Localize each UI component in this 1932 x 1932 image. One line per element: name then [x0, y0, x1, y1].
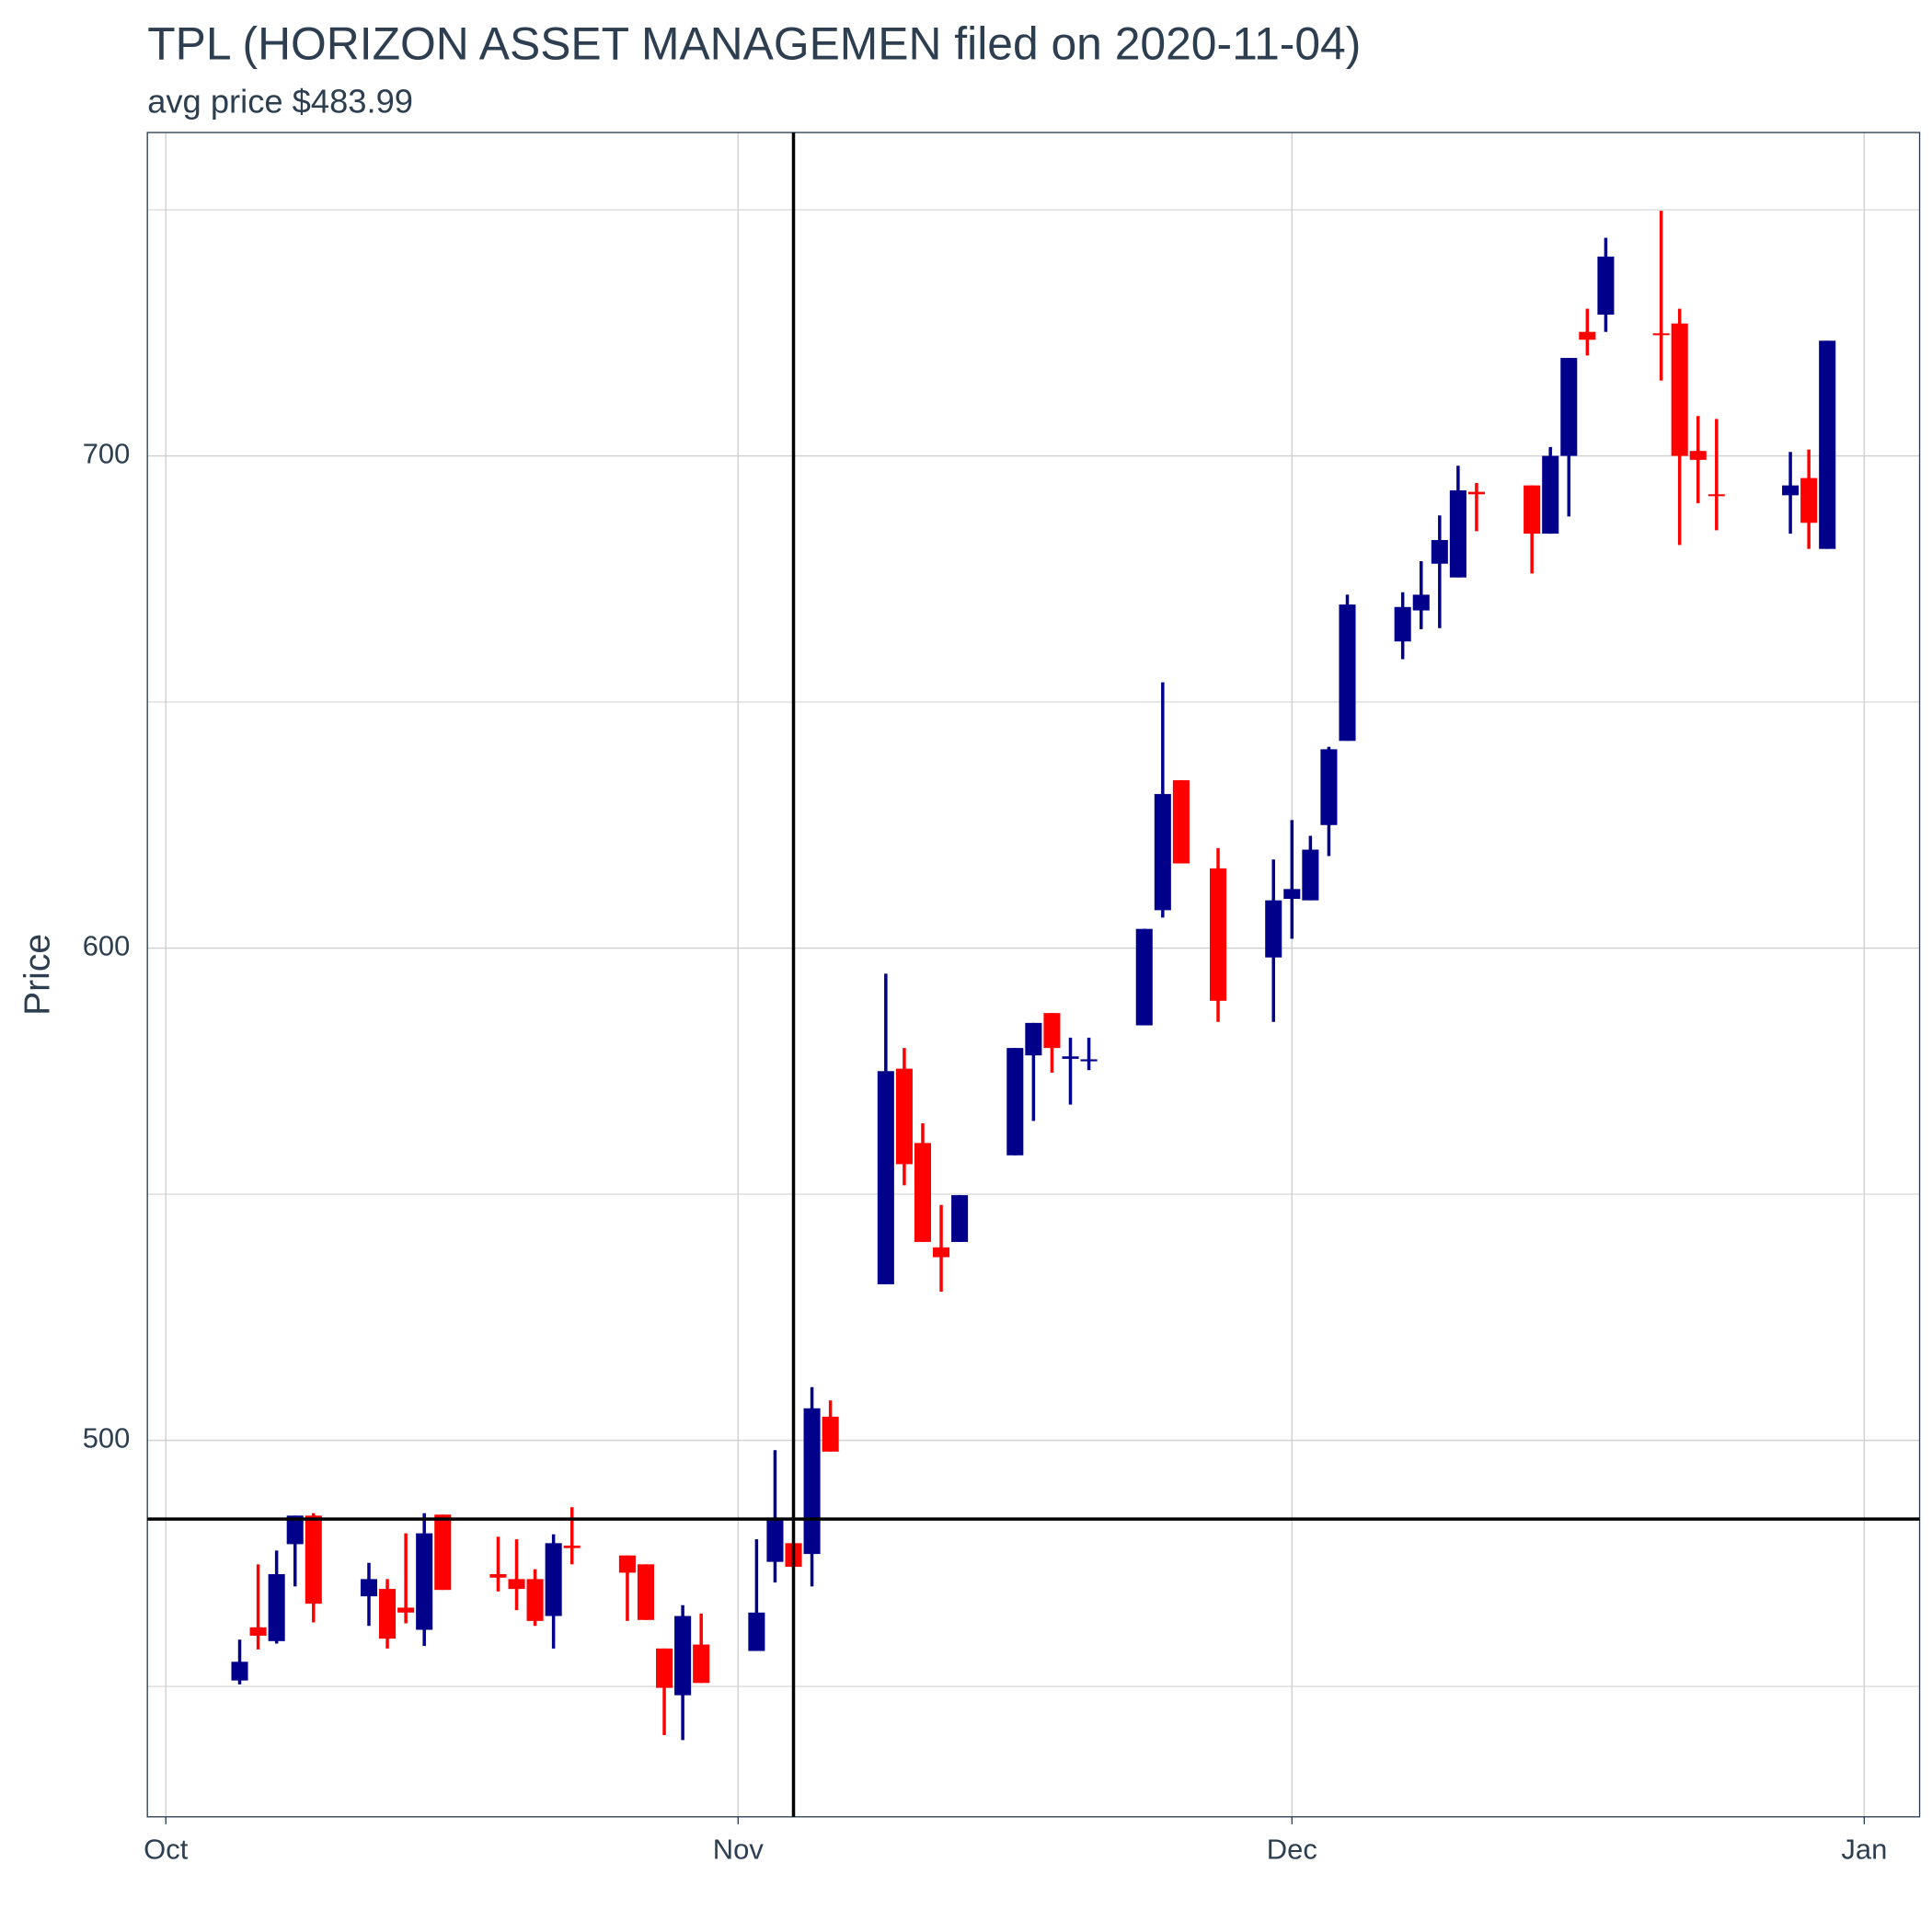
candle-body	[1062, 1056, 1079, 1059]
x-tick-label: Jan	[1841, 1834, 1887, 1866]
candle-body	[1154, 794, 1171, 911]
y-tick-label: 500	[83, 1422, 131, 1455]
candle-body	[268, 1574, 285, 1641]
x-tick-label: Dec	[1267, 1834, 1317, 1866]
candle-body	[1689, 451, 1707, 460]
candle-body	[1449, 489, 1466, 578]
candle-body	[249, 1627, 267, 1636]
candle-body	[286, 1515, 304, 1545]
candle-body	[1652, 333, 1670, 336]
candle-body	[748, 1612, 765, 1651]
candle-body	[637, 1564, 655, 1620]
candle-body	[803, 1408, 821, 1555]
x-tick-label: Nov	[713, 1834, 765, 1866]
candle-body	[1080, 1059, 1098, 1062]
candle-body	[951, 1195, 969, 1242]
candle-body	[416, 1533, 433, 1630]
candle-body	[933, 1247, 950, 1258]
candle-body	[1708, 494, 1725, 497]
plot-border	[146, 132, 1921, 1818]
candle-body	[1025, 1022, 1042, 1056]
candle-body	[822, 1416, 839, 1452]
candle-body	[1597, 256, 1615, 315]
candle-body	[1339, 604, 1356, 742]
candle-body	[914, 1143, 931, 1242]
candle-body	[1006, 1048, 1024, 1156]
candle-body	[1431, 540, 1448, 564]
candle-body	[1394, 606, 1411, 642]
candle-body	[563, 1546, 581, 1548]
candle-body	[1043, 1013, 1061, 1049]
candle-body	[397, 1607, 415, 1613]
candle-body	[1542, 455, 1559, 535]
chart-title: TPL (HORIZON ASSET MANAGEMEN filed on 20…	[147, 17, 1361, 69]
candle-body	[1560, 358, 1578, 456]
candle-body	[1524, 485, 1541, 535]
candle-body	[1172, 780, 1190, 864]
y-axis-label: Price	[17, 934, 57, 1016]
candle-body	[766, 1518, 784, 1562]
candle-body	[1671, 323, 1688, 456]
candle-body	[618, 1555, 636, 1573]
candle-body	[877, 1071, 894, 1284]
x-tick-label: Oct	[144, 1834, 189, 1866]
candle-body	[895, 1068, 913, 1165]
candle-body	[526, 1579, 544, 1621]
candle-body	[1283, 889, 1301, 900]
candle-body	[508, 1579, 525, 1590]
candle-body	[305, 1515, 322, 1604]
candle-body	[656, 1648, 673, 1688]
candle-body	[1320, 749, 1338, 825]
candle-body	[1412, 594, 1430, 611]
candle-body	[1782, 485, 1800, 496]
chart-subtitle: avg price $483.99	[147, 83, 413, 121]
candle-body	[360, 1579, 378, 1597]
candle-body	[1800, 477, 1818, 523]
candle-body	[489, 1574, 507, 1578]
candle-body	[674, 1616, 692, 1696]
candle-body	[1209, 868, 1227, 1001]
candle-body	[545, 1543, 562, 1616]
y-tick-label: 700	[83, 438, 131, 470]
candle-body	[434, 1514, 452, 1591]
candle-body	[1302, 849, 1319, 901]
candle-body	[693, 1644, 710, 1684]
candle-body	[379, 1589, 397, 1639]
candle-body	[231, 1662, 248, 1681]
candle-body	[1135, 928, 1153, 1026]
candle-body	[1467, 491, 1485, 495]
y-tick-label: 600	[83, 930, 131, 962]
candle-body	[1265, 900, 1282, 958]
candle-body	[1819, 340, 1836, 549]
candle-body	[1579, 331, 1596, 340]
